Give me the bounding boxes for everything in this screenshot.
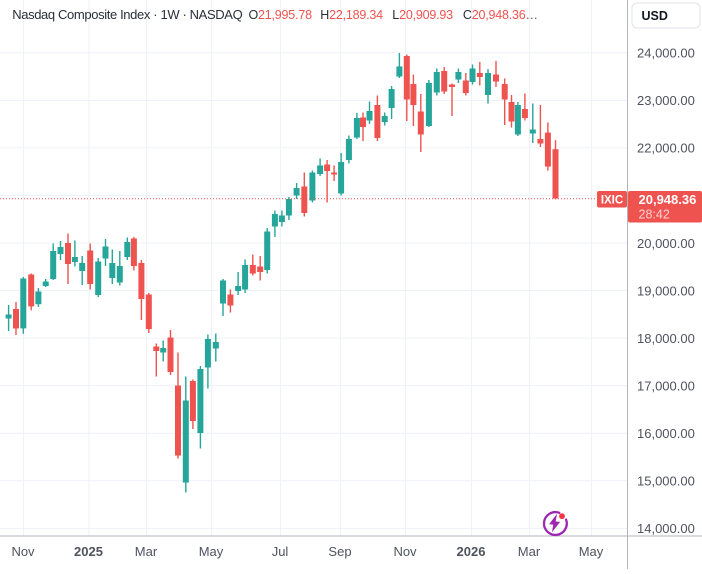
- svg-text:20,000.00: 20,000.00: [637, 236, 695, 251]
- svg-text:H22,189.34: H22,189.34: [320, 8, 383, 22]
- svg-text:23,000.00: 23,000.00: [637, 93, 695, 108]
- svg-text:Nasdaq Composite Index · 1W ·: Nasdaq Composite Index · 1W · NASDAQ: [12, 7, 242, 22]
- svg-text:Mar: Mar: [135, 544, 158, 559]
- svg-text:20,948.36: 20,948.36: [639, 192, 697, 207]
- svg-text:L20,909.93: L20,909.93: [392, 8, 453, 22]
- svg-text:Sep: Sep: [328, 544, 351, 559]
- svg-text:19,000.00: 19,000.00: [637, 283, 695, 298]
- svg-text:2026: 2026: [457, 544, 486, 559]
- svg-text:2025: 2025: [74, 544, 103, 559]
- svg-text:Nov: Nov: [393, 544, 417, 559]
- svg-text:Mar: Mar: [518, 544, 541, 559]
- svg-text:15,000.00: 15,000.00: [637, 474, 695, 489]
- svg-text:Nov: Nov: [11, 544, 35, 559]
- svg-text:28:42: 28:42: [639, 208, 670, 222]
- svg-text:IXIC: IXIC: [601, 195, 623, 207]
- svg-text:18,000.00: 18,000.00: [637, 331, 695, 346]
- svg-text:16,000.00: 16,000.00: [637, 426, 695, 441]
- svg-text:24,000.00: 24,000.00: [637, 46, 695, 61]
- svg-text:May: May: [199, 544, 224, 559]
- svg-text:C20,948.36…: C20,948.36…: [463, 8, 538, 22]
- svg-text:17,000.00: 17,000.00: [637, 379, 695, 394]
- svg-text:14,000.00: 14,000.00: [637, 521, 695, 536]
- svg-text:22,000.00: 22,000.00: [637, 141, 695, 156]
- svg-text:May: May: [579, 544, 604, 559]
- svg-text:Jul: Jul: [272, 544, 289, 559]
- svg-text:O21,995.78: O21,995.78: [249, 8, 313, 22]
- svg-text:USD: USD: [642, 9, 668, 23]
